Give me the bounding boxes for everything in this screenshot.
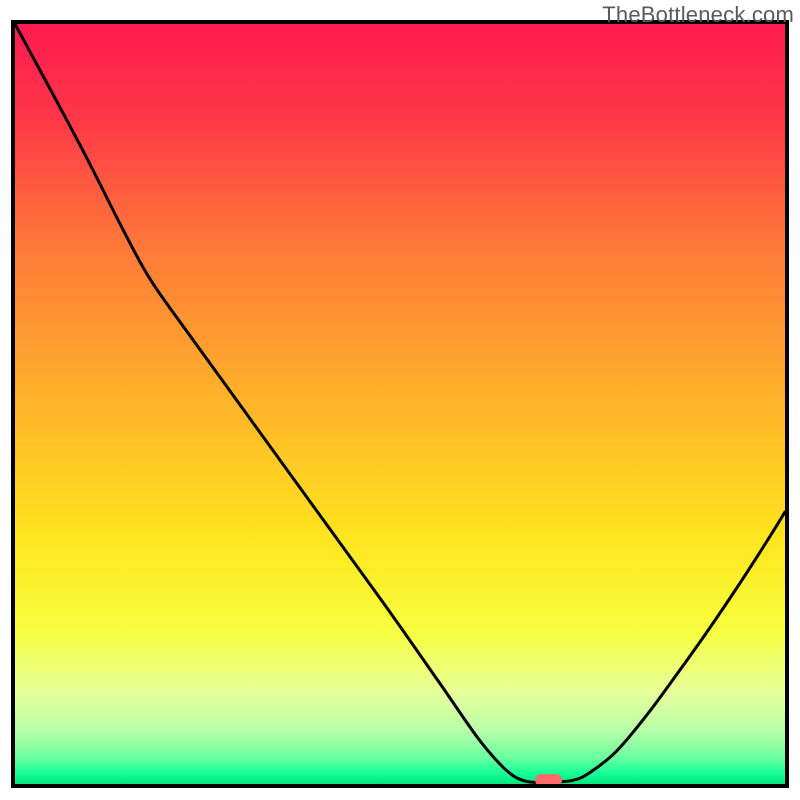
plot-background xyxy=(15,24,785,784)
attribution-text: TheBottleneck.com xyxy=(602,2,794,28)
chart-svg xyxy=(0,0,800,800)
bottleneck-chart: TheBottleneck.com xyxy=(0,0,800,800)
